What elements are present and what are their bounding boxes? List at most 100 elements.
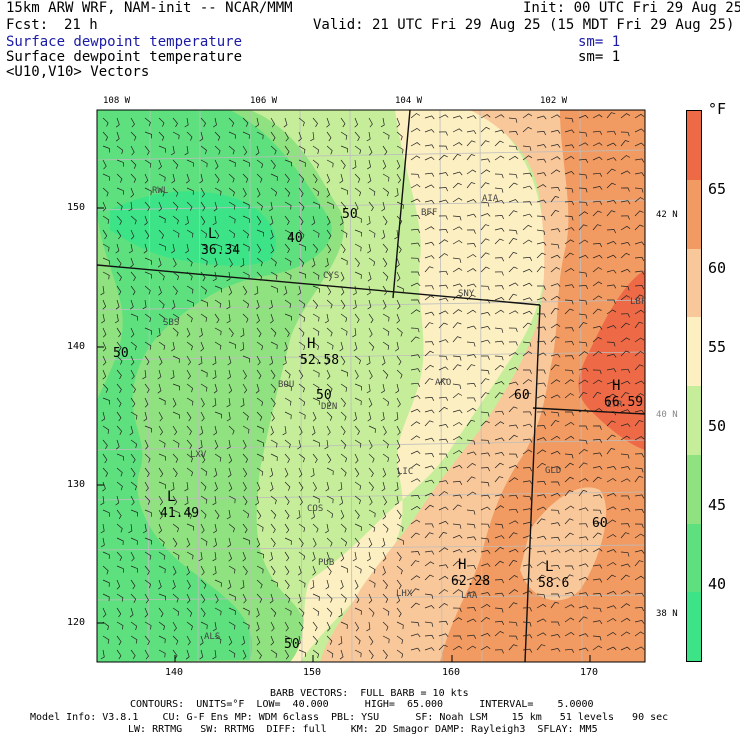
wind-barb <box>480 369 490 375</box>
wind-barb <box>480 126 490 133</box>
wind-barb <box>424 144 435 149</box>
wind-barb <box>170 145 175 156</box>
wind-barb <box>102 327 107 338</box>
wind-barb <box>466 419 476 427</box>
wind-barb <box>578 313 588 319</box>
wind-barb <box>592 254 603 259</box>
wind-barb <box>564 341 575 346</box>
field-title-shaded: Surface dewpoint temperature <box>6 34 243 50</box>
y-label-130: 130 <box>67 479 86 490</box>
wind-barb <box>354 593 360 604</box>
wind-barb <box>144 537 152 545</box>
wind-barb <box>438 396 449 401</box>
wind-barb <box>410 327 420 333</box>
wind-barb <box>130 649 136 660</box>
wind-barb <box>550 187 561 192</box>
wind-barb <box>242 173 249 183</box>
wind-barb <box>144 383 150 394</box>
wind-barb <box>200 523 205 534</box>
wind-barb <box>564 565 574 570</box>
wind-barb <box>242 537 250 545</box>
wind-barb <box>102 131 109 141</box>
wind-barb <box>102 509 110 517</box>
lat-label-38: 38 N <box>656 609 678 619</box>
wind-barb <box>326 285 332 296</box>
wind-barb <box>438 424 449 428</box>
wind-barb <box>480 506 491 511</box>
wind-barb <box>312 439 320 447</box>
wind-barb <box>158 271 165 281</box>
wind-barb <box>312 145 320 154</box>
wind-barb <box>130 299 134 310</box>
wind-barb <box>296 509 301 520</box>
wind-barb <box>354 537 360 548</box>
wind-barb <box>214 411 222 419</box>
wind-barb <box>438 239 449 245</box>
wind-barb <box>606 254 617 259</box>
wind-barb <box>256 467 264 476</box>
wind-barb <box>480 494 491 499</box>
wind-barb <box>620 563 631 568</box>
wind-barb <box>129 607 134 618</box>
wind-barb <box>410 382 421 387</box>
wind-barb <box>310 131 315 142</box>
wind-barb <box>200 243 208 252</box>
wind-barb <box>508 464 519 469</box>
wind-barb <box>480 169 491 175</box>
wind-barb <box>186 131 193 141</box>
wind-barb <box>297 285 302 296</box>
wind-barb <box>466 213 477 218</box>
wind-barb <box>212 565 217 576</box>
wind-barb <box>284 621 289 632</box>
wind-barb <box>592 295 603 301</box>
wind-barb <box>352 551 357 562</box>
wind-barb <box>312 495 320 503</box>
wind-barb <box>116 509 122 520</box>
wind-barb <box>172 649 178 660</box>
wind-barb <box>396 201 404 209</box>
wind-barb <box>256 173 263 183</box>
wind-barb <box>186 565 190 576</box>
wind-barb <box>508 199 519 203</box>
wind-barb <box>606 466 617 470</box>
wind-barb <box>102 635 110 644</box>
wind-barb <box>438 355 448 361</box>
wind-barb <box>226 439 231 450</box>
wind-barb <box>536 411 546 416</box>
wind-barb <box>158 425 164 436</box>
wind-barb <box>564 187 574 193</box>
wind-barb <box>102 187 109 197</box>
wind-barb <box>368 593 373 604</box>
wind-barb <box>550 114 561 119</box>
wind-barb <box>424 115 435 120</box>
wind-barb <box>592 578 603 583</box>
wind-barb <box>256 271 263 281</box>
wind-barb <box>200 187 205 198</box>
wind-barb <box>494 607 504 613</box>
wind-barb <box>452 171 463 176</box>
wind-barb <box>311 551 316 562</box>
wind-barb <box>242 551 247 562</box>
wind-barb <box>144 173 149 184</box>
wind-barb <box>424 172 435 177</box>
wind-barb <box>592 593 603 598</box>
wind-barb <box>200 299 208 307</box>
wind-barb <box>494 546 504 553</box>
wind-barb <box>368 453 375 463</box>
wind-barb <box>634 494 645 499</box>
wind-barb <box>480 140 490 147</box>
wind-barb <box>298 313 306 322</box>
wind-barb <box>312 243 319 253</box>
wind-barb <box>550 634 561 638</box>
wind-barb <box>116 369 122 380</box>
wind-barb <box>382 215 388 226</box>
wind-barb <box>325 355 330 366</box>
wind-barb <box>284 495 290 506</box>
wind-barb <box>256 509 262 520</box>
wind-barb <box>298 397 306 407</box>
wind-barb <box>354 257 360 268</box>
wind-barb <box>298 355 306 364</box>
wind-barb <box>213 383 218 394</box>
wind-barb <box>282 355 287 366</box>
wind-barb <box>410 282 421 287</box>
